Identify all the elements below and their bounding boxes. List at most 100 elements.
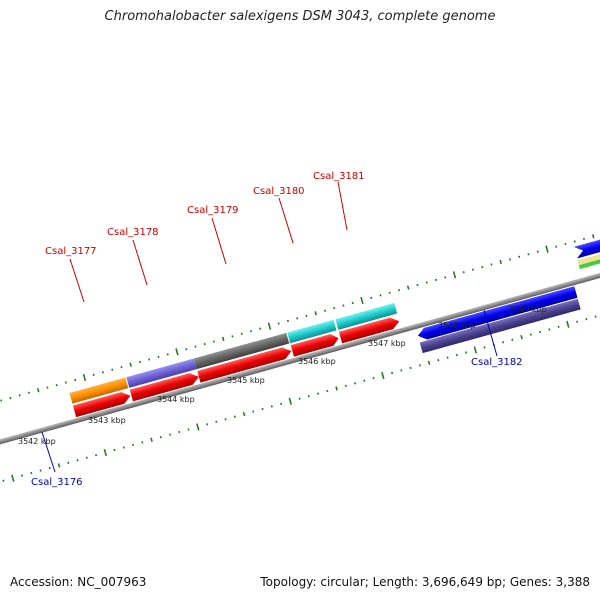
tick-mark	[594, 315, 597, 318]
tick-mark	[157, 355, 160, 359]
feature-bar-yellow	[577, 249, 600, 266]
tick-mark	[95, 453, 98, 457]
tick-mark	[409, 366, 412, 370]
gene-arrow-csal-3181[interactable]	[338, 315, 401, 344]
tick-mark	[527, 253, 530, 256]
leader-line-csal-3176	[41, 431, 56, 473]
tick-mark	[465, 351, 468, 354]
tick-mark	[473, 346, 478, 354]
tick-mark	[132, 443, 135, 447]
tick-mark	[397, 289, 401, 292]
tick-mark	[11, 474, 15, 482]
tick-label: 3547 kbp	[368, 339, 406, 348]
tick-mark	[267, 322, 272, 330]
leader-line-csal-3181	[337, 181, 348, 231]
tick-mark	[122, 446, 125, 449]
tick-mark	[323, 309, 327, 312]
tick-mark	[400, 369, 403, 372]
tick-mark	[298, 397, 301, 400]
gene-arrow-upstream-forward[interactable]	[573, 235, 600, 259]
gene-label-csal-3180[interactable]: Csal_3180	[253, 186, 305, 197]
gene-label-csal-3182[interactable]: Csal_3182	[471, 357, 523, 368]
tick-mark	[370, 296, 373, 300]
tick-mark	[548, 328, 551, 331]
tick-mark	[39, 469, 42, 472]
tick-mark	[129, 362, 133, 367]
tick-mark	[18, 394, 21, 397]
gene-label-csal-3178[interactable]: Csal_3178	[107, 227, 159, 238]
tick-mark	[416, 283, 419, 287]
tick-mark	[76, 459, 79, 462]
tick-label: 3542 kbp	[18, 437, 56, 446]
tick-mark	[150, 437, 153, 442]
tick-mark	[555, 245, 558, 248]
tick-mark	[92, 373, 95, 377]
tick-mark	[231, 335, 234, 338]
feature-bar-gray	[193, 332, 290, 370]
tick-mark	[113, 448, 116, 452]
map-title: Chromohalobacter salexigens DSM 3043, co…	[104, 9, 496, 24]
tick-mark	[2, 479, 5, 482]
feature-bar-cyan-2	[335, 302, 398, 330]
gene-arrow-csal-3179[interactable]	[197, 345, 293, 383]
gene-arrow-csal-3182[interactable]	[416, 286, 578, 341]
tick-mark	[141, 441, 144, 444]
tick-mark	[178, 430, 181, 434]
tick-mark	[342, 304, 345, 307]
tick-mark	[55, 383, 58, 387]
tick-mark	[333, 306, 336, 310]
accession-text: Accession: NC_007963	[10, 575, 147, 589]
feature-bar-cyan-1	[287, 319, 337, 344]
tick-mark	[206, 423, 209, 426]
gene-arrow-csal-3177[interactable]	[72, 390, 132, 418]
tick-mark	[305, 314, 308, 318]
tick-mark	[280, 402, 283, 406]
tick-mark	[187, 428, 190, 431]
feature-bar-green	[578, 254, 600, 270]
outer-tick-track	[0, 234, 595, 402]
tick-mark	[148, 358, 151, 361]
feature-bar-orange	[69, 377, 129, 404]
tick-mark	[529, 333, 532, 336]
tick-mark	[490, 263, 493, 266]
tick-label: 3549 kbp	[509, 305, 547, 314]
tick-label: 3545 kbp	[227, 376, 265, 385]
tick-label: 3544 kbp	[157, 395, 195, 404]
gene-label-csal-3179[interactable]: Csal_3179	[187, 205, 239, 216]
tick-mark	[499, 259, 503, 265]
tick-mark	[101, 371, 104, 374]
tick-mark	[344, 384, 347, 388]
tick-mark	[249, 330, 253, 333]
tick-mark	[242, 411, 246, 417]
tick-mark	[57, 463, 61, 468]
leader-line-csal-3182	[483, 309, 498, 357]
gene-arrow-csal-3178[interactable]	[129, 371, 201, 402]
tick-mark	[111, 368, 114, 371]
tick-mark	[67, 461, 70, 465]
genome-stats-text: Topology: circular; Length: 3,696,649 bp…	[260, 575, 590, 589]
tick-label: 3543 kbp	[88, 416, 126, 425]
gene-label-leaders	[41, 181, 498, 473]
gene-label-csal-3177[interactable]: Csal_3177	[45, 246, 97, 257]
tick-mark	[539, 330, 542, 334]
tick-mark	[566, 320, 570, 328]
gene-label-csal-3181[interactable]: Csal_3181	[313, 171, 365, 182]
tick-mark	[296, 317, 299, 320]
gene-label-csal-3176[interactable]: Csal_3176	[31, 477, 83, 488]
tick-mark	[259, 327, 262, 330]
gene-arrow-csal-3180[interactable]	[290, 332, 340, 357]
tick-mark	[425, 281, 428, 284]
tick-mark	[381, 372, 385, 380]
tick-mark	[471, 268, 475, 271]
gene-labels: Csal_3176 Csal_3177 Csal_3178 Csal_3179 …	[31, 171, 523, 488]
feature-bar-purple	[126, 358, 197, 388]
tick-mark	[36, 388, 40, 393]
tick-mark	[9, 396, 12, 400]
tick-mark	[388, 291, 391, 294]
tick-mark	[452, 271, 457, 279]
tick-mark	[166, 353, 169, 356]
tick-mark	[30, 471, 33, 475]
tick-mark	[406, 285, 410, 290]
tick-mark	[82, 373, 87, 382]
